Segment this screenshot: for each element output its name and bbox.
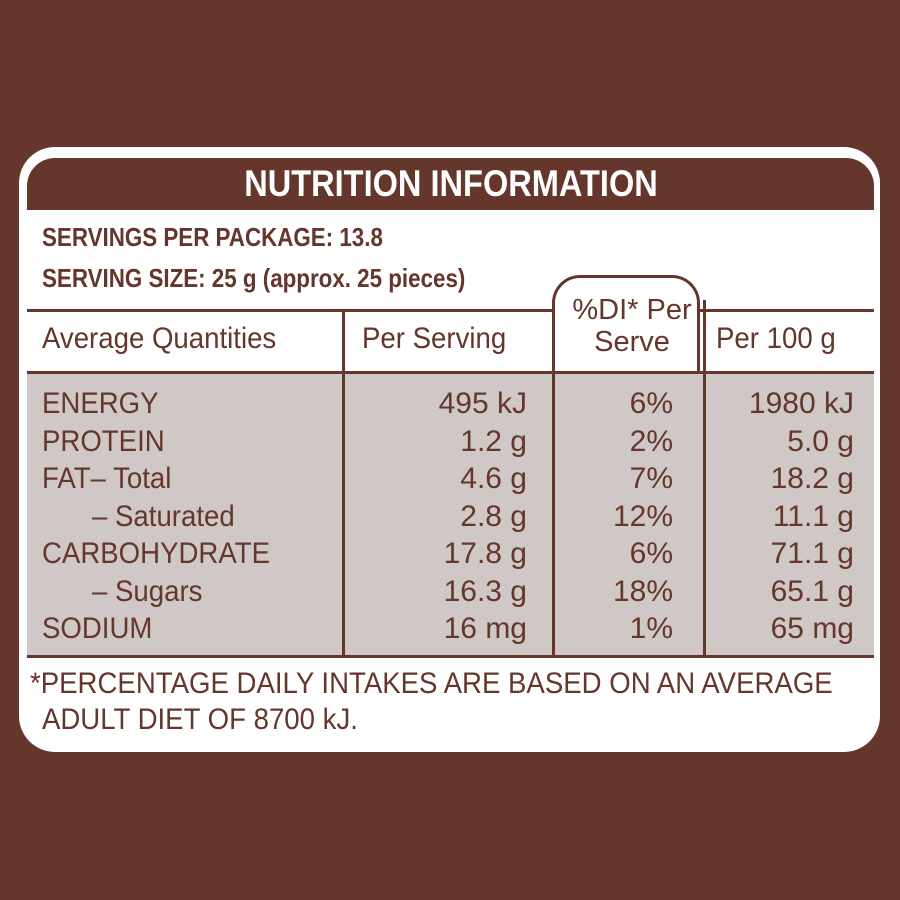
- per-100g-value: 71.1 g: [770, 537, 854, 570]
- table-row: ENERGY 495 kJ 6% 1980 kJ: [0, 385, 900, 423]
- per-100g-value: 65 mg: [770, 612, 854, 645]
- table-row: – Saturated 2.8 g 12% 11.1 g: [0, 498, 900, 536]
- table-row: FAT– Total 4.6 g 7% 18.2 g: [0, 460, 900, 498]
- header-per-serving: Per Serving: [362, 322, 507, 355]
- header-di-line2: Serve: [594, 326, 670, 358]
- footnote-line1: *PERCENTAGE DAILY INTAKES ARE BASED ON A…: [30, 667, 833, 700]
- footnote-line2: ADULT DIET OF 8700 kJ.: [41, 703, 358, 736]
- per-100g-value: 1980 kJ: [748, 387, 854, 420]
- footnote: *PERCENTAGE DAILY INTAKES ARE BASED ON A…: [30, 666, 870, 738]
- nutrient-label: PROTEIN: [42, 424, 165, 458]
- column-divider-2: [552, 300, 555, 655]
- header-di-line1: %DI* Per: [572, 294, 692, 326]
- di-value: 12%: [612, 499, 673, 533]
- di-value: 1%: [629, 612, 673, 645]
- di-value: 6%: [629, 537, 673, 570]
- nutrient-label: ENERGY: [42, 387, 159, 420]
- per-serving-value: 16 mg: [443, 612, 527, 645]
- servings-per-package: SERVINGS PER PACKAGE: 13.8: [42, 222, 383, 252]
- table-row: CARBOHYDRATE 17.8 g 6% 71.1 g: [0, 535, 900, 573]
- per-100g-value: 18.2 g: [770, 462, 854, 495]
- table-row: PROTEIN 1.2 g 2% 5.0 g: [0, 423, 900, 461]
- nutrient-label: – Sugars: [92, 574, 203, 608]
- header-top-rule-left: [27, 309, 554, 312]
- header-bottom-rule: [27, 371, 874, 374]
- column-divider-3: [703, 300, 706, 655]
- per-100g-value: 65.1 g: [770, 574, 854, 608]
- column-divider-1: [342, 309, 345, 655]
- nutrient-label: – Saturated: [92, 499, 235, 533]
- nutrient-label: FAT– Total: [42, 462, 172, 495]
- per-serving-value: 16.3 g: [443, 574, 527, 608]
- header-average-quantities: Average Quantities: [42, 322, 277, 355]
- nutrient-rows: ENERGY 495 kJ 6% 1980 kJ PROTEIN 1.2 g 2…: [0, 385, 900, 648]
- header-per-100g: Per 100 g: [716, 322, 836, 355]
- nutrition-title: NUTRITION INFORMATION: [27, 158, 874, 210]
- table-bottom-rule: [27, 655, 874, 658]
- nutrient-label: SODIUM: [42, 612, 153, 645]
- per-serving-value: 495 kJ: [438, 387, 527, 420]
- per-100g-value: 11.1 g: [772, 499, 854, 533]
- serving-size: SERVING SIZE: 25 g (approx. 25 pieces): [42, 263, 466, 293]
- per-serving-value: 4.6 g: [460, 462, 527, 495]
- di-value: 6%: [629, 387, 673, 420]
- nutrient-label: CARBOHYDRATE: [42, 537, 270, 570]
- di-value: 7%: [629, 462, 673, 495]
- data-shade: [27, 374, 874, 655]
- title-text: NUTRITION INFORMATION: [243, 163, 658, 204]
- per-100g-value: 5.0 g: [787, 424, 854, 458]
- per-serving-value: 2.8 g: [460, 499, 527, 533]
- table-row: SODIUM 16 mg 1% 65 mg: [0, 610, 900, 648]
- table-row: – Sugars 16.3 g 18% 65.1 g: [0, 573, 900, 611]
- header-top-rule-right: [700, 309, 874, 312]
- per-serving-value: 17.8 g: [443, 537, 527, 570]
- di-value: 18%: [612, 574, 673, 608]
- per-serving-value: 1.2 g: [460, 424, 527, 458]
- di-value: 2%: [629, 424, 673, 458]
